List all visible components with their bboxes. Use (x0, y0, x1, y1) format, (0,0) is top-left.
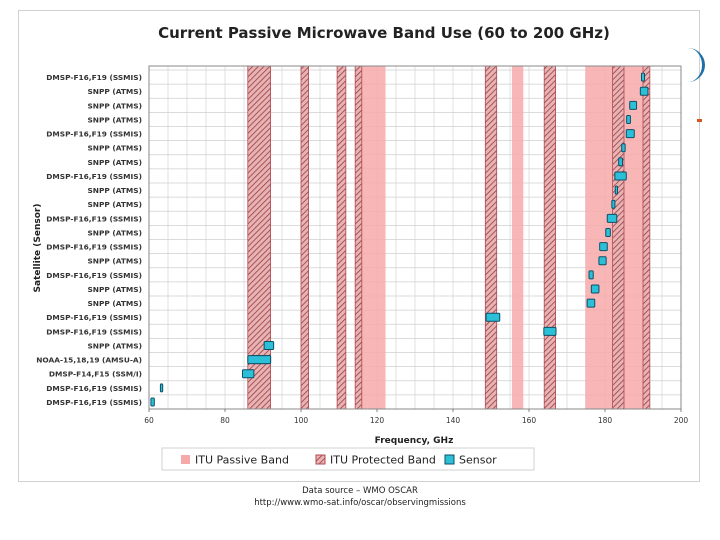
sensor-band-bar (606, 213, 618, 223)
sensor-band-bar (159, 383, 164, 393)
x-tick-label: 80 (220, 416, 230, 425)
x-tick-label: 100 (294, 416, 309, 425)
sensor-band-bar (605, 227, 611, 237)
sensor-band-bar (599, 242, 608, 252)
sensor-band-bar (485, 312, 501, 322)
y-tick-label: DMSP-F16,F19 (SSMIS) (46, 243, 142, 252)
itu-passive-band (361, 66, 386, 409)
y-tick-label: SNPP (ATMS) (87, 186, 142, 195)
y-tick-label: DMSP-F16,F19 (SSMIS) (46, 172, 142, 181)
sensor-band-bar (611, 199, 616, 209)
itu-protected-band (642, 65, 651, 410)
y-tick-label: DMSP-F16,F19 (SSMIS) (46, 327, 142, 336)
sensor-band-bar (618, 157, 623, 167)
sensor-band-bar (247, 355, 272, 365)
x-tick-label: 60 (144, 416, 154, 425)
sensor-band-bar (586, 298, 596, 308)
x-tick-label: 120 (370, 416, 385, 425)
itu-protected-band (354, 65, 363, 410)
legend-label: ITU Passive Band (195, 454, 289, 467)
y-tick-label: DMSP-F16,F19 (SSMIS) (46, 130, 142, 139)
x-tick-label: 200 (674, 416, 689, 425)
y-tick-label: DMSP-F16,F19 (SSMIS) (46, 384, 142, 393)
legend: ITU Passive Band ITU Protected Band Sensor (161, 447, 535, 471)
itu-protected-band (484, 65, 498, 410)
itu-protected-band (612, 65, 625, 410)
itu-protected-band (300, 65, 309, 410)
decorative-arc (684, 48, 705, 82)
decorative-dash (697, 119, 702, 122)
sensor-band-bar (150, 397, 155, 407)
itu-passive-band (624, 66, 643, 409)
legend-label: ITU Protected Band (330, 454, 436, 467)
source-url: http://www.wmo-sat.info/oscar/observingm… (254, 498, 466, 508)
chart: Current Passive Microwave Band Use (60 t… (33, 24, 689, 471)
y-tick-label: DMSP-F14,F15 (SSM/I) (49, 370, 142, 379)
y-tick-label: SNPP (ATMS) (87, 299, 142, 308)
y-tick-label: SNPP (ATMS) (87, 158, 142, 167)
y-tick-label: DMSP-F16,F19 (SSMIS) (46, 271, 142, 280)
itu-protected-band (336, 65, 347, 410)
sensor-band-bar (614, 185, 619, 195)
legend-swatch (444, 454, 455, 465)
y-tick-label: SNPP (ATMS) (87, 285, 142, 294)
y-tick-label: SNPP (ATMS) (87, 144, 142, 153)
x-tick-label: 160 (522, 416, 537, 425)
sensor-band-bar (625, 129, 635, 139)
sensor-band-bar (543, 326, 557, 336)
sensor-band-bar (621, 143, 626, 153)
chart-title: Current Passive Microwave Band Use (60 t… (158, 24, 610, 42)
y-tick-label: DMSP-F16,F19 (SSMIS) (46, 313, 142, 322)
sensor-band-bar (639, 86, 649, 96)
y-tick-label: NOAA-15,18,19 (AMSU-A) (36, 356, 142, 365)
sensor-band-bar (598, 256, 607, 266)
y-tick-label: DMSP-F16,F19 (SSMIS) (46, 214, 142, 223)
y-tick-label: SNPP (ATMS) (87, 200, 142, 209)
legend-label: Sensor (459, 454, 497, 467)
itu-passive-band (511, 66, 524, 409)
y-tick-label: DMSP-F16,F19 (SSMIS) (46, 398, 142, 407)
x-tick-label: 140 (446, 416, 461, 425)
y-axis-label: Satellite (Sensor) (33, 204, 43, 293)
y-tick-label: SNPP (ATMS) (87, 228, 142, 237)
sensor-band-bar (263, 340, 275, 350)
y-tick-label: SNPP (ATMS) (87, 341, 142, 350)
sensor-band-bar (588, 270, 594, 280)
sensor-band-bar (626, 114, 631, 124)
y-tick-label: DMSP-F16,F19 (SSMIS) (46, 73, 142, 82)
sensor-band-bar (590, 284, 600, 294)
source-caption: Data source – WMO OSCAR (302, 486, 418, 496)
y-tick-label: SNPP (ATMS) (87, 87, 142, 96)
plot-border (148, 65, 682, 410)
sensor-band-bar (629, 100, 638, 110)
y-tick-label: SNPP (ATMS) (87, 257, 142, 266)
y-tick-label: SNPP (ATMS) (87, 101, 142, 110)
itu-protected-band (543, 65, 557, 410)
sensor-band-bar (614, 171, 627, 181)
y-tick-label: SNPP (ATMS) (87, 115, 142, 124)
legend-swatch (315, 454, 326, 465)
legend-swatch (181, 455, 190, 464)
chart-frame: Current Passive Microwave Band Use (60 t… (18, 10, 700, 482)
sensor-band-bar (640, 72, 646, 82)
sensor-band-bar (241, 369, 255, 379)
x-tick-label: 180 (598, 416, 613, 425)
legend-box (161, 447, 535, 471)
itu-passive-band (585, 66, 613, 409)
x-axis-label: Frequency, GHz (375, 436, 454, 446)
